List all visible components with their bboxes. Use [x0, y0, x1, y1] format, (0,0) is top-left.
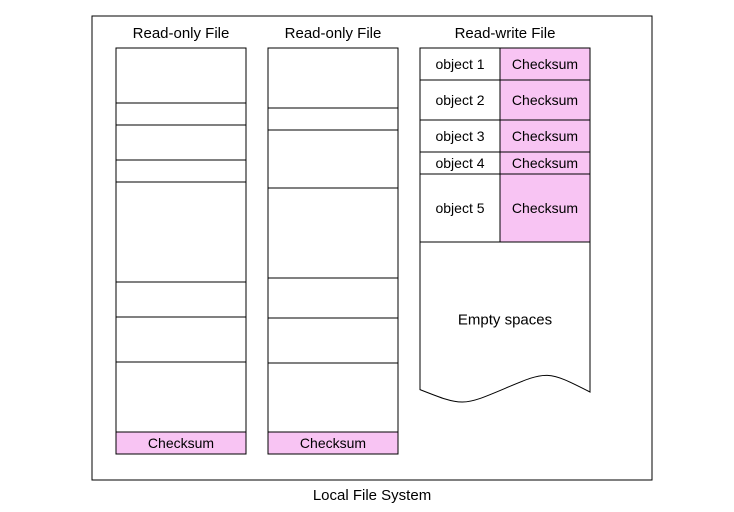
diagram-root: Local File System Read-only File Checksum R… [0, 0, 734, 512]
col1-segment-5 [116, 182, 246, 282]
diagram-svg: Local File System Read-only File Checksum R… [0, 0, 734, 512]
column-title-1: Read-only File [133, 25, 230, 42]
col1-segment-4 [116, 160, 246, 182]
col3-object-label-3: object 3 [435, 128, 484, 144]
col1-segment-6 [116, 282, 246, 317]
col1-segment-1 [116, 48, 246, 103]
col2-segment-6 [268, 318, 398, 363]
caption: Local File System [313, 487, 431, 504]
col3-object-label-1: object 1 [435, 56, 484, 72]
column-title-2: Read-only File [285, 25, 382, 42]
col2-segment-2 [268, 108, 398, 130]
col3-checksum-label-3: Checksum [512, 128, 578, 144]
col2-segment-3 [268, 130, 398, 188]
col1-checksum-label: Checksum [148, 435, 214, 451]
col1-segment-8 [116, 362, 246, 432]
col3-checksum-label-1: Checksum [512, 56, 578, 72]
col1-segment-3 [116, 125, 246, 160]
col3-checksum-label-4: Checksum [512, 155, 578, 171]
col3-object-label-4: object 4 [435, 155, 484, 171]
col3-object-label-5: object 5 [435, 200, 484, 216]
col2-checksum-label: Checksum [300, 435, 366, 451]
col1-segment-2 [116, 103, 246, 125]
col2-segment-1 [268, 48, 398, 108]
col3-checksum-label-2: Checksum [512, 92, 578, 108]
col1-segment-7 [116, 317, 246, 362]
col2-segment-7 [268, 363, 398, 432]
column-title-3: Read-write File [455, 25, 556, 42]
col3-checksum-label-5: Checksum [512, 200, 578, 216]
col3-empty-label: Empty spaces [458, 312, 552, 329]
col3-object-label-2: object 2 [435, 92, 484, 108]
col2-segment-4 [268, 188, 398, 278]
col2-segment-5 [268, 278, 398, 318]
